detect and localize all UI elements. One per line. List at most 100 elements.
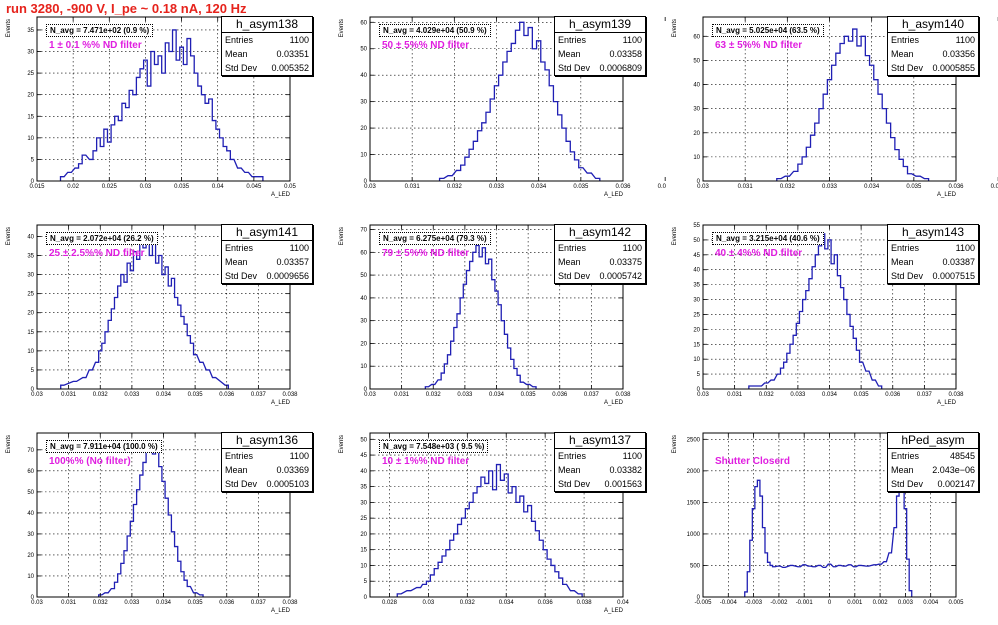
y-tick-label: 50 — [360, 437, 367, 443]
x-tick-label: 0.03 — [140, 184, 152, 190]
histogram-bin — [99, 351, 102, 389]
x-tick-label: 0.037 — [991, 184, 998, 190]
stats-row: Std Dev 0.0006809 — [555, 61, 645, 75]
histogram-bin — [891, 138, 895, 181]
x-tick-label: 0.028 — [382, 600, 398, 606]
histogram-bin — [833, 567, 836, 597]
stats-title: h_asym142 — [555, 225, 645, 241]
y-tick-label: 55 — [693, 223, 700, 229]
histogram-bin — [473, 141, 477, 181]
x-tick-label: -0.004 — [720, 600, 738, 606]
histogram-pad-h_asym143: 0.03 0.031 0.032 0.033 0.034 0.035 0.036 0.037 0… — [666, 208, 998, 416]
histogram-bin — [511, 43, 515, 181]
histogram-bin — [206, 370, 209, 389]
stats-key: Std Dev — [558, 479, 591, 489]
stats-box: h_asym143 Entries 1100 Mean 0.03387 Std Dev 0.… — [887, 224, 979, 284]
y-tick-label: 0 — [364, 595, 368, 601]
x-tick-label: 0.032 — [426, 392, 442, 398]
stats-row: Std Dev 0.0005742 — [555, 269, 645, 283]
x-axis-label: A_LED — [604, 192, 624, 198]
histogram-bin — [194, 355, 197, 389]
histogram-bin — [492, 280, 495, 389]
y-tick-label: 5 — [31, 157, 35, 163]
histogram-bin — [537, 41, 541, 181]
histogram-outline — [396, 463, 583, 597]
histogram-bin — [136, 77, 140, 181]
x-tick-label: 0.035 — [854, 392, 870, 398]
y-tick-label: 30 — [360, 100, 367, 106]
histogram-plot: 0.03 0.031 0.032 0.033 0.034 0.035 0.036 0.037 0… — [672, 223, 964, 406]
y-tick-label: 10 — [360, 153, 367, 159]
x-tick-label: 0.031 — [394, 392, 410, 398]
x-tick-label: 0.035 — [906, 184, 922, 190]
x-tick-label: 0.035 — [188, 600, 204, 606]
stats-value: 1100 — [622, 35, 642, 45]
histogram-bin — [504, 474, 508, 597]
y-tick-label: 25 — [360, 516, 367, 522]
histogram-bin — [799, 311, 802, 389]
x-tick-label: 0.038 — [948, 392, 964, 398]
y-tick-label: 70 — [360, 228, 367, 234]
stats-row: Mean 0.03356 — [888, 47, 978, 61]
stats-value: 0.0009656 — [266, 271, 309, 281]
histogram-bin — [524, 36, 528, 181]
stats-row: Entries 1100 — [222, 241, 312, 255]
histogram-bin — [407, 591, 411, 597]
grid-lines — [370, 433, 623, 597]
histogram-bin — [549, 86, 553, 181]
y-tick-label: 50 — [693, 58, 700, 64]
histogram-bin — [165, 43, 169, 181]
histogram-bin — [520, 22, 524, 181]
y-tick-label: 25 — [27, 292, 34, 298]
histogram-bin — [168, 286, 171, 389]
histogram-bin — [230, 159, 234, 181]
histogram-bin — [122, 103, 126, 181]
histogram-bin — [130, 521, 133, 597]
navg-label: N_avg = 5.025e+04 (63.5 %) — [712, 24, 824, 37]
histogram-bin — [566, 141, 570, 181]
stats-value: 1100 — [289, 451, 309, 461]
x-tick-label: 0.031 — [61, 600, 77, 606]
stats-row: Entries 1100 — [888, 241, 978, 255]
histogram-bin — [446, 550, 450, 597]
x-tick-label: 0.032 — [780, 184, 796, 190]
stats-key: Mean — [225, 465, 248, 475]
histogram-bin — [205, 103, 209, 181]
x-tick-label: 0.038 — [282, 392, 298, 398]
x-tick-label: 0.037 — [251, 600, 267, 606]
histogram-bin — [454, 328, 457, 390]
x-tick-label: 0.03 — [423, 600, 435, 606]
stats-value: 1100 — [622, 451, 642, 461]
histogram-bin — [97, 138, 101, 181]
histogram-bin — [184, 324, 187, 389]
histogram-plot: 0.015 0.02 0.025 0.03 0.035 0.04 0.045 0.05 0 5 10… — [6, 16, 296, 198]
navg-label: N_avg = 2.072e+04 (26.2 %) — [46, 232, 158, 245]
histogram-bin — [451, 341, 454, 389]
histogram-bin — [500, 480, 504, 597]
histogram-bin — [815, 123, 819, 181]
y-tick-label: 20 — [360, 532, 367, 538]
y-tick-label: 20 — [360, 126, 367, 132]
histogram-bin — [752, 509, 755, 597]
histogram-bin — [796, 323, 799, 389]
histogram-bin — [857, 46, 861, 181]
y-tick-label: 20 — [693, 131, 700, 137]
histogram-bin — [872, 380, 875, 389]
y-tick-label: 30 — [27, 532, 34, 538]
histogram-bin — [850, 326, 853, 389]
y-tick-label: 0 — [31, 387, 35, 393]
y-tick-label: 40 — [693, 83, 700, 89]
y-axis-label: Events — [6, 19, 12, 37]
histogram-bin — [771, 380, 774, 389]
histogram-bin — [133, 504, 136, 597]
x-tick-label: 0.037 — [917, 392, 933, 398]
stats-value: 0.002147 — [937, 479, 975, 489]
histogram-bin — [121, 563, 124, 597]
y-axis-label: Events — [672, 227, 678, 245]
histogram-bin — [563, 584, 567, 597]
histogram-bin — [477, 487, 481, 597]
stats-value: 0.0005742 — [599, 271, 642, 281]
histogram-bin — [514, 369, 517, 390]
histogram-bin — [570, 152, 574, 181]
histogram-bin — [486, 112, 490, 181]
